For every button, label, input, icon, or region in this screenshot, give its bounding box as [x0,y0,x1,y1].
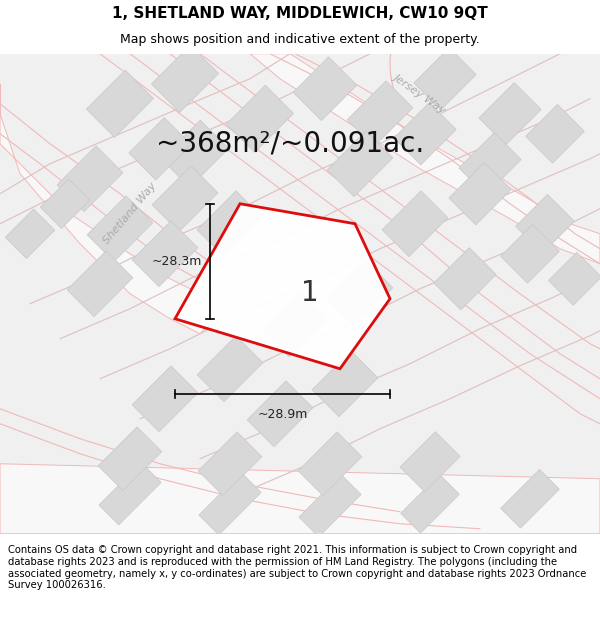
Polygon shape [548,253,600,305]
Polygon shape [526,104,584,163]
Text: 1: 1 [301,279,319,307]
Polygon shape [449,162,511,225]
Polygon shape [151,45,218,112]
Polygon shape [0,464,600,534]
Polygon shape [459,132,521,195]
Polygon shape [394,102,456,165]
Polygon shape [0,84,220,334]
Polygon shape [293,57,357,121]
Polygon shape [132,366,198,432]
Polygon shape [98,427,162,491]
Polygon shape [500,224,559,283]
Text: 1, SHETLAND WAY, MIDDLEWICH, CW10 9QT: 1, SHETLAND WAY, MIDDLEWICH, CW10 9QT [112,6,488,21]
Polygon shape [327,261,393,327]
Polygon shape [87,196,153,262]
Text: Shetland Way: Shetland Way [101,181,158,246]
Polygon shape [129,118,191,180]
Polygon shape [198,432,262,496]
Polygon shape [40,179,90,229]
Text: ~28.3m: ~28.3m [152,255,202,268]
Polygon shape [152,166,218,232]
Polygon shape [479,82,541,145]
Polygon shape [500,469,559,528]
Polygon shape [226,85,293,152]
Text: Map shows position and indicative extent of the property.: Map shows position and indicative extent… [120,32,480,46]
Polygon shape [401,474,460,533]
Polygon shape [347,81,413,147]
Text: ~368m²/~0.091ac.: ~368m²/~0.091ac. [156,130,424,158]
Polygon shape [5,209,55,259]
Polygon shape [250,54,600,264]
Polygon shape [67,251,133,317]
Text: Jersey Way: Jersey Way [392,72,448,116]
Text: ~28.9m: ~28.9m [257,408,308,421]
Polygon shape [414,48,476,110]
Polygon shape [327,131,393,197]
Polygon shape [434,248,496,310]
Polygon shape [382,191,448,257]
Polygon shape [298,432,362,496]
Polygon shape [199,472,261,535]
Polygon shape [57,146,123,212]
Polygon shape [197,336,263,402]
Text: Contains OS data © Crown copyright and database right 2021. This information is : Contains OS data © Crown copyright and d… [8,546,586,590]
Polygon shape [299,474,361,537]
Polygon shape [262,291,328,357]
Polygon shape [175,204,390,369]
Polygon shape [400,432,460,492]
Polygon shape [247,381,313,447]
Polygon shape [312,351,378,417]
Polygon shape [515,194,574,253]
Polygon shape [197,191,263,257]
Polygon shape [132,221,198,287]
Polygon shape [161,120,229,188]
Polygon shape [99,462,161,525]
Polygon shape [86,70,154,138]
